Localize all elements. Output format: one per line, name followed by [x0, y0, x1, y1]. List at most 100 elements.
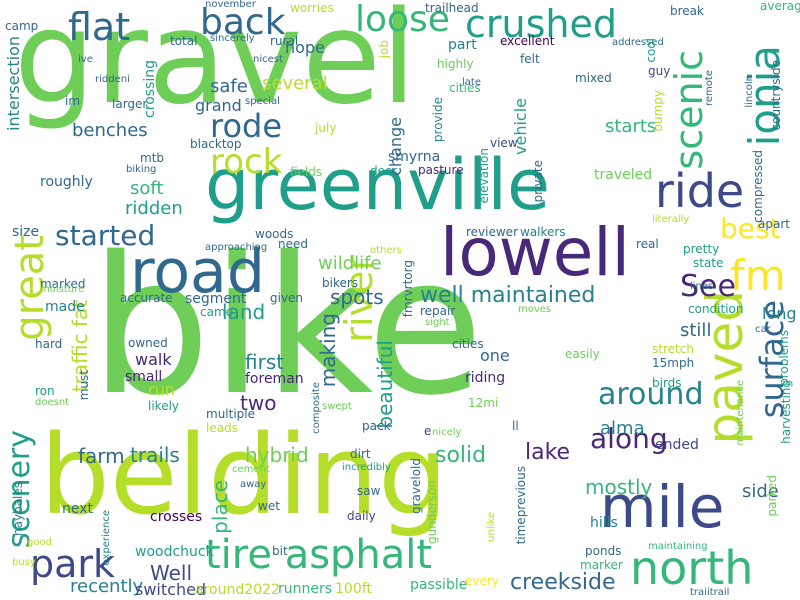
word-accurate: accurate: [120, 291, 173, 305]
word-maintenance: maintenance: [735, 380, 746, 446]
word-gunderson: gunderson: [425, 480, 439, 544]
word-rode: rode: [210, 107, 283, 145]
word-traveled: traveled: [594, 167, 653, 183]
word-composite: composite: [311, 382, 322, 434]
word-parked: parked: [765, 475, 779, 517]
word-alma: alma: [600, 418, 645, 439]
word-walk: walk: [135, 350, 172, 369]
word-ponds: ponds: [585, 544, 622, 558]
word-guy: guy: [648, 64, 671, 78]
word-creekside: creekside: [510, 570, 616, 595]
word-countryside: countryside: [769, 60, 783, 131]
word-mile: mile: [600, 473, 725, 541]
word-making: making: [316, 313, 340, 388]
word-crossing: crossing: [142, 60, 158, 118]
word-spots: spots: [330, 285, 384, 309]
word-unlike: unlike: [486, 512, 497, 542]
word-multiple: multiple: [206, 407, 256, 421]
word-smyrna: smyrna: [388, 149, 441, 165]
word-nicest: nicest: [253, 54, 283, 65]
word-special: special: [245, 96, 280, 107]
word-felt: felt: [520, 52, 540, 66]
word-best: best: [720, 212, 781, 245]
word-ended: ended: [655, 437, 699, 453]
word-late: late: [462, 77, 481, 88]
word-swept: swept: [322, 401, 352, 412]
word-break: break: [670, 4, 704, 18]
word-biking: biking: [126, 164, 157, 175]
word-marked: marked: [40, 277, 86, 291]
word-riddeni: riddeni: [95, 74, 130, 85]
word-switched: switched: [135, 580, 207, 599]
word-rock: rock: [210, 142, 283, 182]
word-cities: cities: [449, 81, 481, 95]
word-dirt: dirt: [350, 447, 371, 461]
word-next: next: [62, 501, 94, 517]
word-average: average: [760, 0, 800, 13]
word-ride: ride: [655, 164, 745, 218]
word-compressed: compressed: [751, 150, 765, 223]
word-mtb: mtb: [140, 151, 165, 165]
word-away: away: [240, 479, 267, 490]
word-lowell: lowell: [440, 214, 630, 291]
word-stretch: stretch: [652, 342, 694, 356]
word-car: car: [755, 324, 771, 335]
word-benches: benches: [72, 120, 148, 141]
word-wildlife: wildlife: [318, 253, 382, 274]
word-fields: fields: [290, 165, 323, 179]
word-total: total: [170, 34, 198, 48]
word-cement: cement: [232, 464, 270, 475]
word-started: started: [55, 219, 156, 252]
word-park: park: [30, 542, 116, 586]
word-north: north: [630, 541, 754, 595]
word-solid: solid: [435, 443, 487, 468]
word-reviewer: reviewer: [466, 225, 519, 239]
word-greenville: greenville: [205, 144, 551, 226]
word-gravelold: gravelold: [409, 458, 423, 515]
word-land: land: [222, 300, 266, 324]
word-belding: belding: [40, 411, 448, 539]
word-doesnt: doesnt: [35, 397, 70, 408]
word-safe: safe: [210, 76, 248, 97]
word-good: good: [27, 537, 52, 548]
word-See: See: [680, 269, 736, 304]
word-recently: recently: [70, 576, 144, 597]
word-passible: passible: [410, 577, 468, 593]
word-100ft: 100ft: [335, 581, 372, 597]
word-part: part: [448, 37, 477, 53]
word-harvesting: harvesting: [779, 380, 793, 444]
word-e: e: [424, 424, 432, 438]
word-soft: soft: [130, 178, 164, 199]
word-hills: hills: [590, 515, 618, 531]
word-rural: rural: [270, 34, 299, 48]
word-around2022: around2022: [195, 582, 280, 598]
word-birds: birds: [652, 376, 682, 390]
word-approaching: approaching: [205, 242, 268, 253]
word-lines: lines: [690, 281, 714, 292]
word-15mph: 15mph: [652, 356, 695, 370]
word-saw: saw: [357, 484, 381, 498]
word-problems: problems: [777, 330, 791, 386]
word-others: others: [370, 245, 402, 256]
word-lincoln: lincoln: [744, 75, 755, 108]
word-intersection: intersection: [4, 36, 23, 131]
word-crushed: crushed: [465, 2, 617, 46]
word-highly: highly: [437, 57, 474, 71]
word-ridden: ridden: [125, 198, 183, 219]
word-deer: deer: [370, 164, 398, 178]
word-cool: cool: [644, 38, 658, 63]
word-provide: provide: [431, 97, 445, 143]
word-segment: segment: [185, 291, 247, 307]
word-wet: wet: [258, 499, 280, 513]
word-ive: ive: [78, 54, 93, 65]
word-remote: remote: [704, 70, 715, 106]
word-pack: pack: [362, 419, 391, 433]
word-woodchuck: woodchuck: [135, 544, 214, 560]
word-haybales: haybales: [11, 482, 25, 536]
word-private: private: [531, 160, 545, 203]
word-several: several: [262, 73, 328, 94]
word-back: back: [200, 2, 286, 43]
word-cities: cities: [452, 337, 484, 351]
word-likely: likely: [148, 399, 180, 413]
word-july: july: [315, 121, 337, 135]
